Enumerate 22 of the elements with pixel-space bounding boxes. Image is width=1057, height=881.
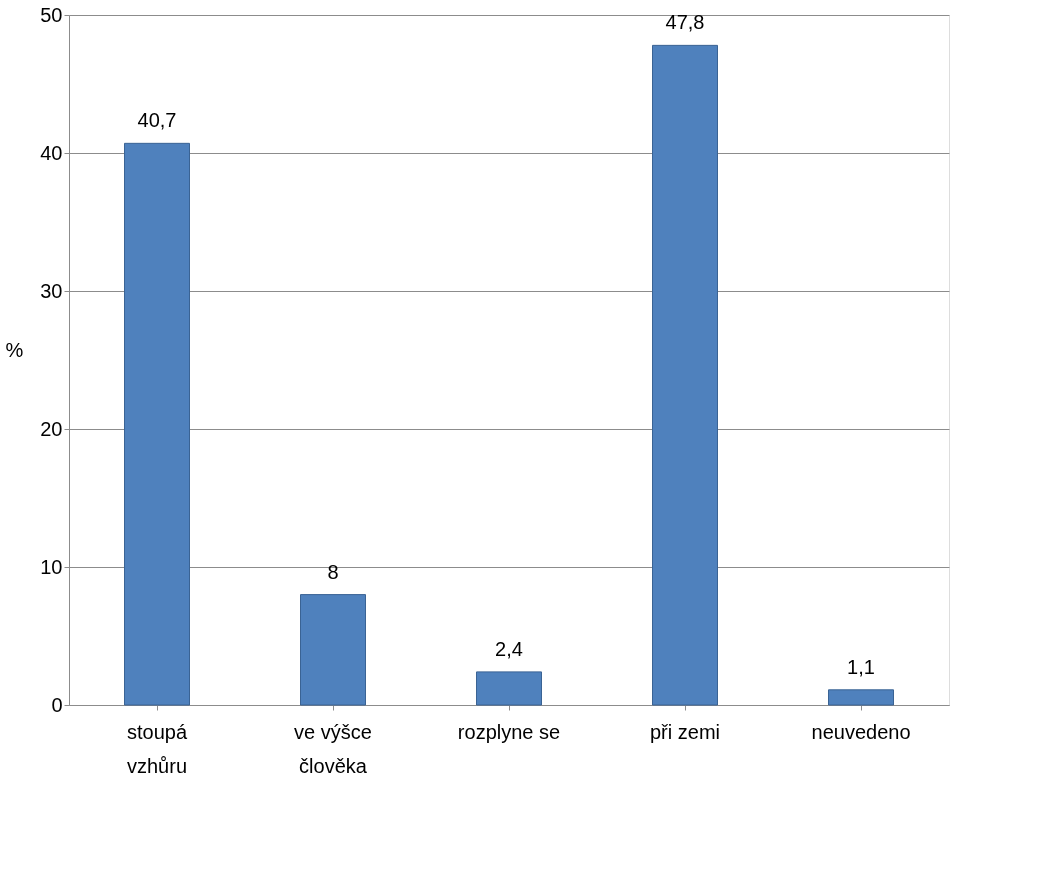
data-label: 8 [327, 560, 339, 583]
bar [300, 594, 366, 706]
x-tick-label: rozplyne se [457, 720, 561, 743]
y-tick-label: 50 [40, 3, 63, 26]
data-label: 1,1 [847, 655, 875, 678]
y-axis-title: % [5, 338, 24, 361]
x-tick-label: stoupá vzhůru [126, 720, 188, 777]
x-tick-label: neuvedeno [811, 720, 911, 743]
bar [124, 142, 190, 706]
data-label: 40,7 [137, 109, 177, 132]
y-tick-label: 30 [40, 279, 63, 302]
data-label: 2,4 [495, 637, 523, 660]
x-tick-label: ve výšce člověka [294, 720, 372, 777]
bar [828, 689, 894, 706]
x-tick-label: při zemi [649, 720, 721, 743]
data-label: 47,8 [665, 11, 705, 34]
bar [652, 44, 718, 706]
y-tick-label: 20 [40, 417, 63, 440]
y-tick-label: 10 [40, 555, 63, 578]
y-tick-label: 40 [40, 141, 63, 164]
bar [476, 671, 542, 706]
y-tick-label: 0 [51, 693, 63, 716]
